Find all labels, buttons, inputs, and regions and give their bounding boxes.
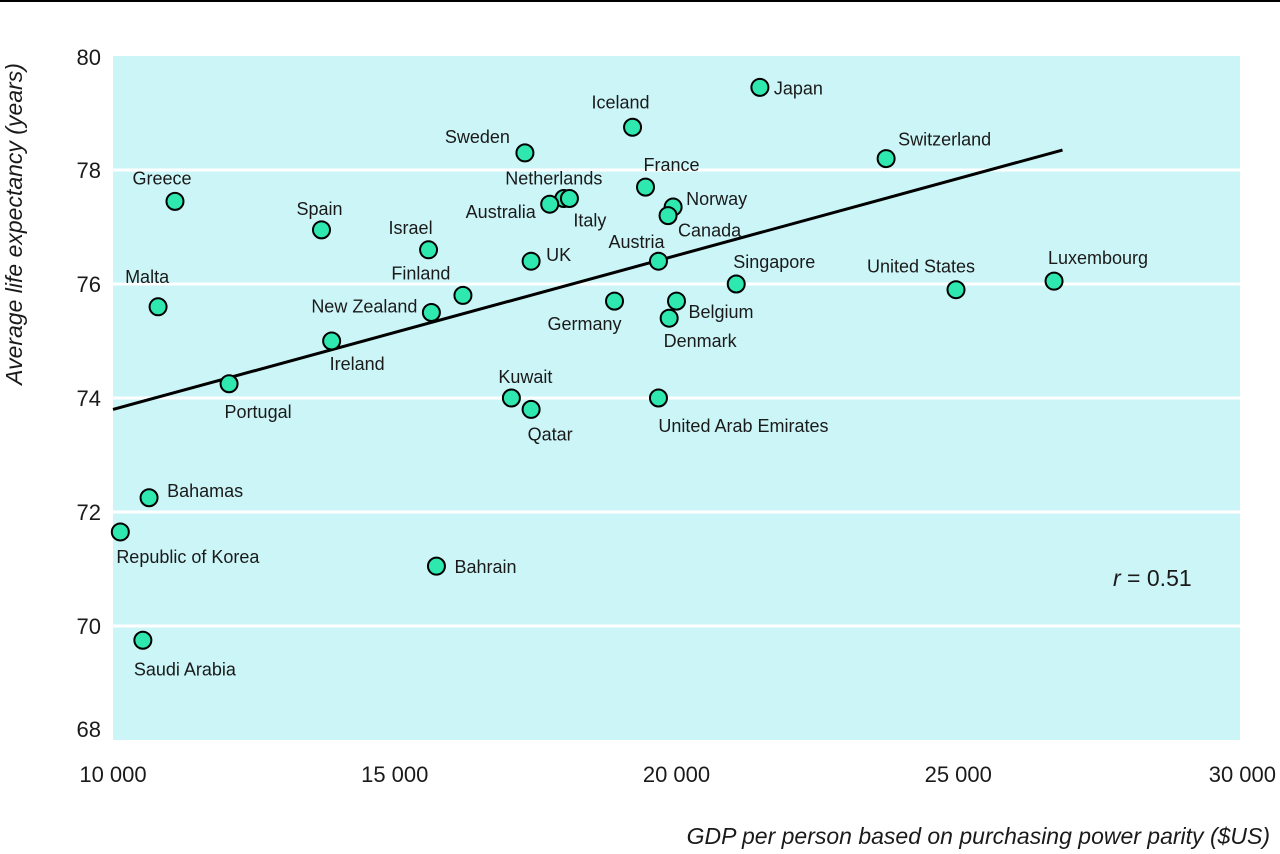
point-label: Canada	[678, 221, 742, 241]
data-point	[876, 149, 896, 169]
point-label: New Zealand	[311, 297, 417, 317]
data-point	[165, 191, 185, 211]
data-point	[139, 488, 159, 508]
data-point	[636, 177, 656, 197]
point-label: Ireland	[330, 354, 385, 374]
data-point	[658, 206, 678, 226]
data-point	[219, 374, 239, 394]
data-point	[726, 274, 746, 294]
x-tick-label: 20 000	[643, 762, 710, 787]
x-tick-label: 15 000	[361, 762, 428, 787]
x-axis-title: GDP per person based on purchasing power…	[687, 823, 1270, 849]
point-label: Iceland	[592, 92, 650, 112]
point-label: Denmark	[664, 331, 738, 351]
point-label: Bahamas	[167, 481, 243, 501]
correlation-annotation: r = 0.51	[1113, 565, 1192, 591]
data-point	[750, 77, 770, 97]
data-point	[453, 285, 473, 305]
data-point	[1044, 271, 1064, 291]
trendline	[112, 148, 1063, 411]
data-point	[133, 630, 153, 650]
point-label: Kuwait	[498, 367, 552, 387]
data-point	[605, 291, 625, 311]
point-label: UK	[546, 245, 571, 265]
data-point	[946, 280, 966, 300]
data-point	[426, 556, 446, 576]
data-point	[419, 240, 439, 260]
point-labels: Japan Iceland Sweden Switzerland France Greec…	[116, 78, 1148, 679]
point-label: Saudi Arabia	[134, 659, 237, 679]
y-tick-label: 68	[77, 717, 101, 742]
data-points	[110, 77, 1064, 650]
point-label: Norway	[686, 189, 747, 209]
y-tick-label: 70	[77, 614, 101, 639]
data-point	[648, 251, 668, 271]
x-tick-labels: 10 000 15 000 20 000 25 000 30 000	[79, 762, 1276, 787]
x-tick-label: 30 000	[1209, 762, 1276, 787]
point-label: Sweden	[445, 127, 510, 147]
point-label: Belgium	[689, 302, 754, 322]
point-label: United Arab Emirates	[658, 416, 828, 436]
point-label: Singapore	[733, 252, 815, 272]
y-tick-label: 72	[77, 500, 101, 525]
data-point	[667, 291, 686, 311]
point-label: Qatar	[528, 424, 573, 444]
point-label: Japan	[774, 78, 823, 98]
point-label: Switzerland	[898, 130, 991, 150]
data-point	[110, 522, 130, 542]
point-label: Germany	[547, 314, 621, 334]
point-label: Malta	[125, 267, 170, 287]
point-label: Bahrain	[454, 557, 516, 577]
point-label: Portugal	[225, 402, 292, 422]
data-point	[521, 251, 541, 271]
data-point	[322, 331, 342, 351]
y-tick-label: 74	[77, 386, 101, 411]
data-point	[521, 399, 541, 419]
point-label: United States	[867, 257, 975, 277]
data-point	[501, 388, 521, 408]
y-axis-title: Average life expectancy (years)	[1, 63, 27, 387]
point-label: France	[644, 155, 700, 175]
point-label: Finland	[391, 263, 450, 283]
data-point	[623, 117, 643, 137]
data-point	[148, 297, 168, 317]
data-point	[659, 308, 679, 328]
data-point	[559, 189, 579, 208]
y-tick-label: 76	[77, 272, 101, 297]
point-label: Australia	[466, 202, 537, 222]
point-label: Austria	[608, 232, 665, 252]
correlation-value: = 0.51	[1121, 565, 1192, 591]
point-label: Italy	[573, 211, 606, 231]
gridlines	[113, 168, 1240, 628]
x-tick-label: 10 000	[79, 762, 146, 787]
data-point	[515, 143, 535, 163]
correlation-symbol: r	[1113, 565, 1122, 591]
data-point	[540, 194, 560, 214]
point-label: Republic of Korea	[116, 547, 260, 567]
data-point	[421, 303, 441, 322]
data-point	[648, 388, 668, 408]
y-tick-labels: 68 70 72 74 76 78 80	[77, 45, 101, 742]
y-tick-label: 80	[77, 45, 101, 70]
data-point	[311, 220, 331, 240]
point-label: Greece	[132, 168, 191, 188]
point-label: Luxembourg	[1048, 248, 1148, 268]
point-label: Netherlands	[505, 169, 602, 189]
y-tick-label: 78	[77, 158, 101, 183]
x-tick-label: 25 000	[925, 762, 992, 787]
point-label: Spain	[296, 199, 342, 219]
point-label: Israel	[389, 218, 433, 238]
